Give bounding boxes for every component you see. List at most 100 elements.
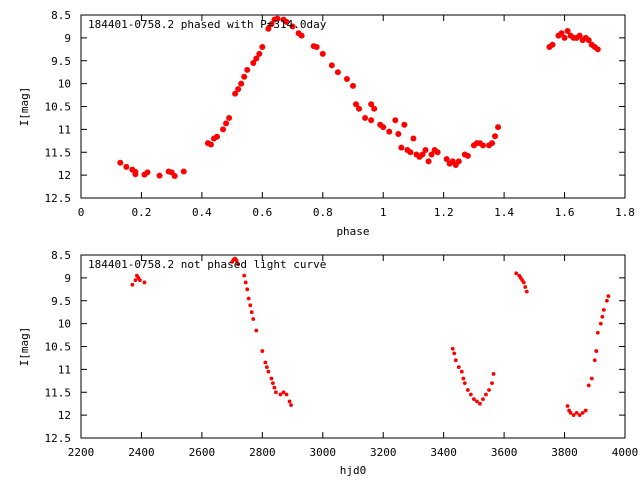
x-tick-label: 0.8: [313, 206, 333, 219]
data-point: [392, 117, 399, 124]
data-point: [558, 30, 565, 37]
data-point: [236, 262, 241, 267]
data-point: [235, 86, 242, 93]
data-point: [283, 18, 290, 25]
data-point: [272, 385, 277, 390]
data-point: [514, 271, 519, 276]
data-point: [259, 44, 266, 51]
data-point: [577, 413, 582, 418]
data-point: [138, 278, 142, 283]
data-point: [398, 144, 405, 151]
x-tick-label: 4000: [612, 446, 639, 459]
data-point: [171, 173, 178, 180]
y-tick-label: 9: [64, 272, 71, 285]
y-tick-label: 10.5: [45, 341, 72, 354]
data-point: [263, 360, 268, 365]
plot-frame: [80, 254, 626, 439]
data-point: [523, 285, 528, 289]
x-tick-label: 3800: [551, 446, 578, 459]
data-point: [254, 328, 259, 333]
data-point: [226, 114, 233, 121]
y-tick-label: 12.5: [45, 432, 72, 445]
data-point: [269, 376, 274, 381]
data-point: [594, 349, 599, 353]
data-point: [130, 282, 135, 287]
y-tick-label: 11.5: [45, 386, 72, 399]
data-point: [407, 149, 414, 156]
data-point: [410, 135, 417, 142]
data-point: [256, 50, 263, 57]
data-point: [380, 124, 387, 131]
chart-title: 184401-0758.2 not phased light curve: [88, 258, 326, 271]
data-point: [583, 408, 588, 413]
data-point: [594, 46, 601, 53]
data-point: [479, 142, 486, 149]
data-point: [249, 310, 254, 315]
data-point: [422, 146, 429, 153]
data-point: [260, 349, 265, 353]
data-point: [481, 397, 485, 402]
data-point: [264, 365, 269, 369]
data-point: [475, 399, 479, 404]
y-tick-label: 9.5: [51, 295, 71, 308]
y-tick-label: 12.5: [45, 192, 72, 205]
y-tick-label: 11: [58, 123, 71, 136]
data-point: [425, 158, 432, 165]
data-point: [253, 55, 260, 62]
data-point: [571, 413, 576, 418]
data-point: [419, 151, 426, 158]
data-point: [265, 25, 272, 32]
data-point: [232, 90, 239, 97]
chart-title: 184401-0758.2 phased with P=314.0day: [88, 18, 327, 31]
data-point: [564, 28, 571, 35]
x-axis-ticks: 0 0.2 0.4 0.6 0.8 1 1.2 1.4 1.6 1.8: [78, 15, 635, 219]
data-point: [568, 410, 573, 415]
y-axis-ticks: 8.5 9 9.5 10 10.5 11 11.5 12 12.5: [45, 9, 625, 205]
data-point: [133, 278, 138, 283]
data-point: [289, 403, 293, 407]
x-axis-label: hjd0: [340, 464, 367, 477]
data-point: [604, 298, 609, 303]
data-point: [244, 66, 251, 73]
data-point: [471, 397, 476, 402]
data-point: [585, 37, 592, 44]
data-point: [574, 410, 579, 415]
x-tick-label: 2400: [128, 446, 155, 459]
data-point: [521, 280, 526, 285]
data-point: [484, 392, 488, 397]
data-point: [117, 159, 124, 166]
data-point: [353, 101, 360, 108]
data-point: [595, 330, 600, 335]
data-point: [487, 388, 491, 392]
data-point: [319, 50, 326, 57]
data-point: [284, 392, 289, 397]
data-point: [489, 140, 496, 147]
data-point: [241, 73, 248, 80]
y-tick-label: 12: [58, 169, 71, 182]
data-point: [589, 376, 594, 381]
x-tick-label: 3000: [310, 446, 337, 459]
data-point: [123, 163, 130, 170]
data-point: [524, 289, 529, 294]
data-point: [490, 381, 494, 385]
data-point: [455, 158, 462, 165]
unphased-panel: 8.5 9 9.5 10 10.5 11 11.5 12 12.5 2200 2400 2600 28…: [18, 249, 638, 477]
data-point: [401, 121, 408, 128]
data-point: [328, 62, 335, 69]
x-tick-label: 1.6: [555, 206, 575, 219]
x-tick-label: 3400: [430, 446, 457, 459]
data-point: [268, 21, 275, 28]
data-point: [287, 399, 292, 404]
x-axis-label: phase: [336, 225, 369, 238]
x-tick-label: 2800: [249, 446, 276, 459]
data-point: [456, 365, 461, 369]
data-point: [561, 34, 568, 41]
data-point: [592, 358, 597, 363]
data-point: [468, 392, 473, 397]
x-tick-label: 2200: [68, 446, 95, 459]
data-point: [428, 151, 435, 158]
data-point: [313, 44, 320, 51]
data-point: [271, 381, 275, 385]
y-tick-label: 10.5: [45, 101, 72, 114]
